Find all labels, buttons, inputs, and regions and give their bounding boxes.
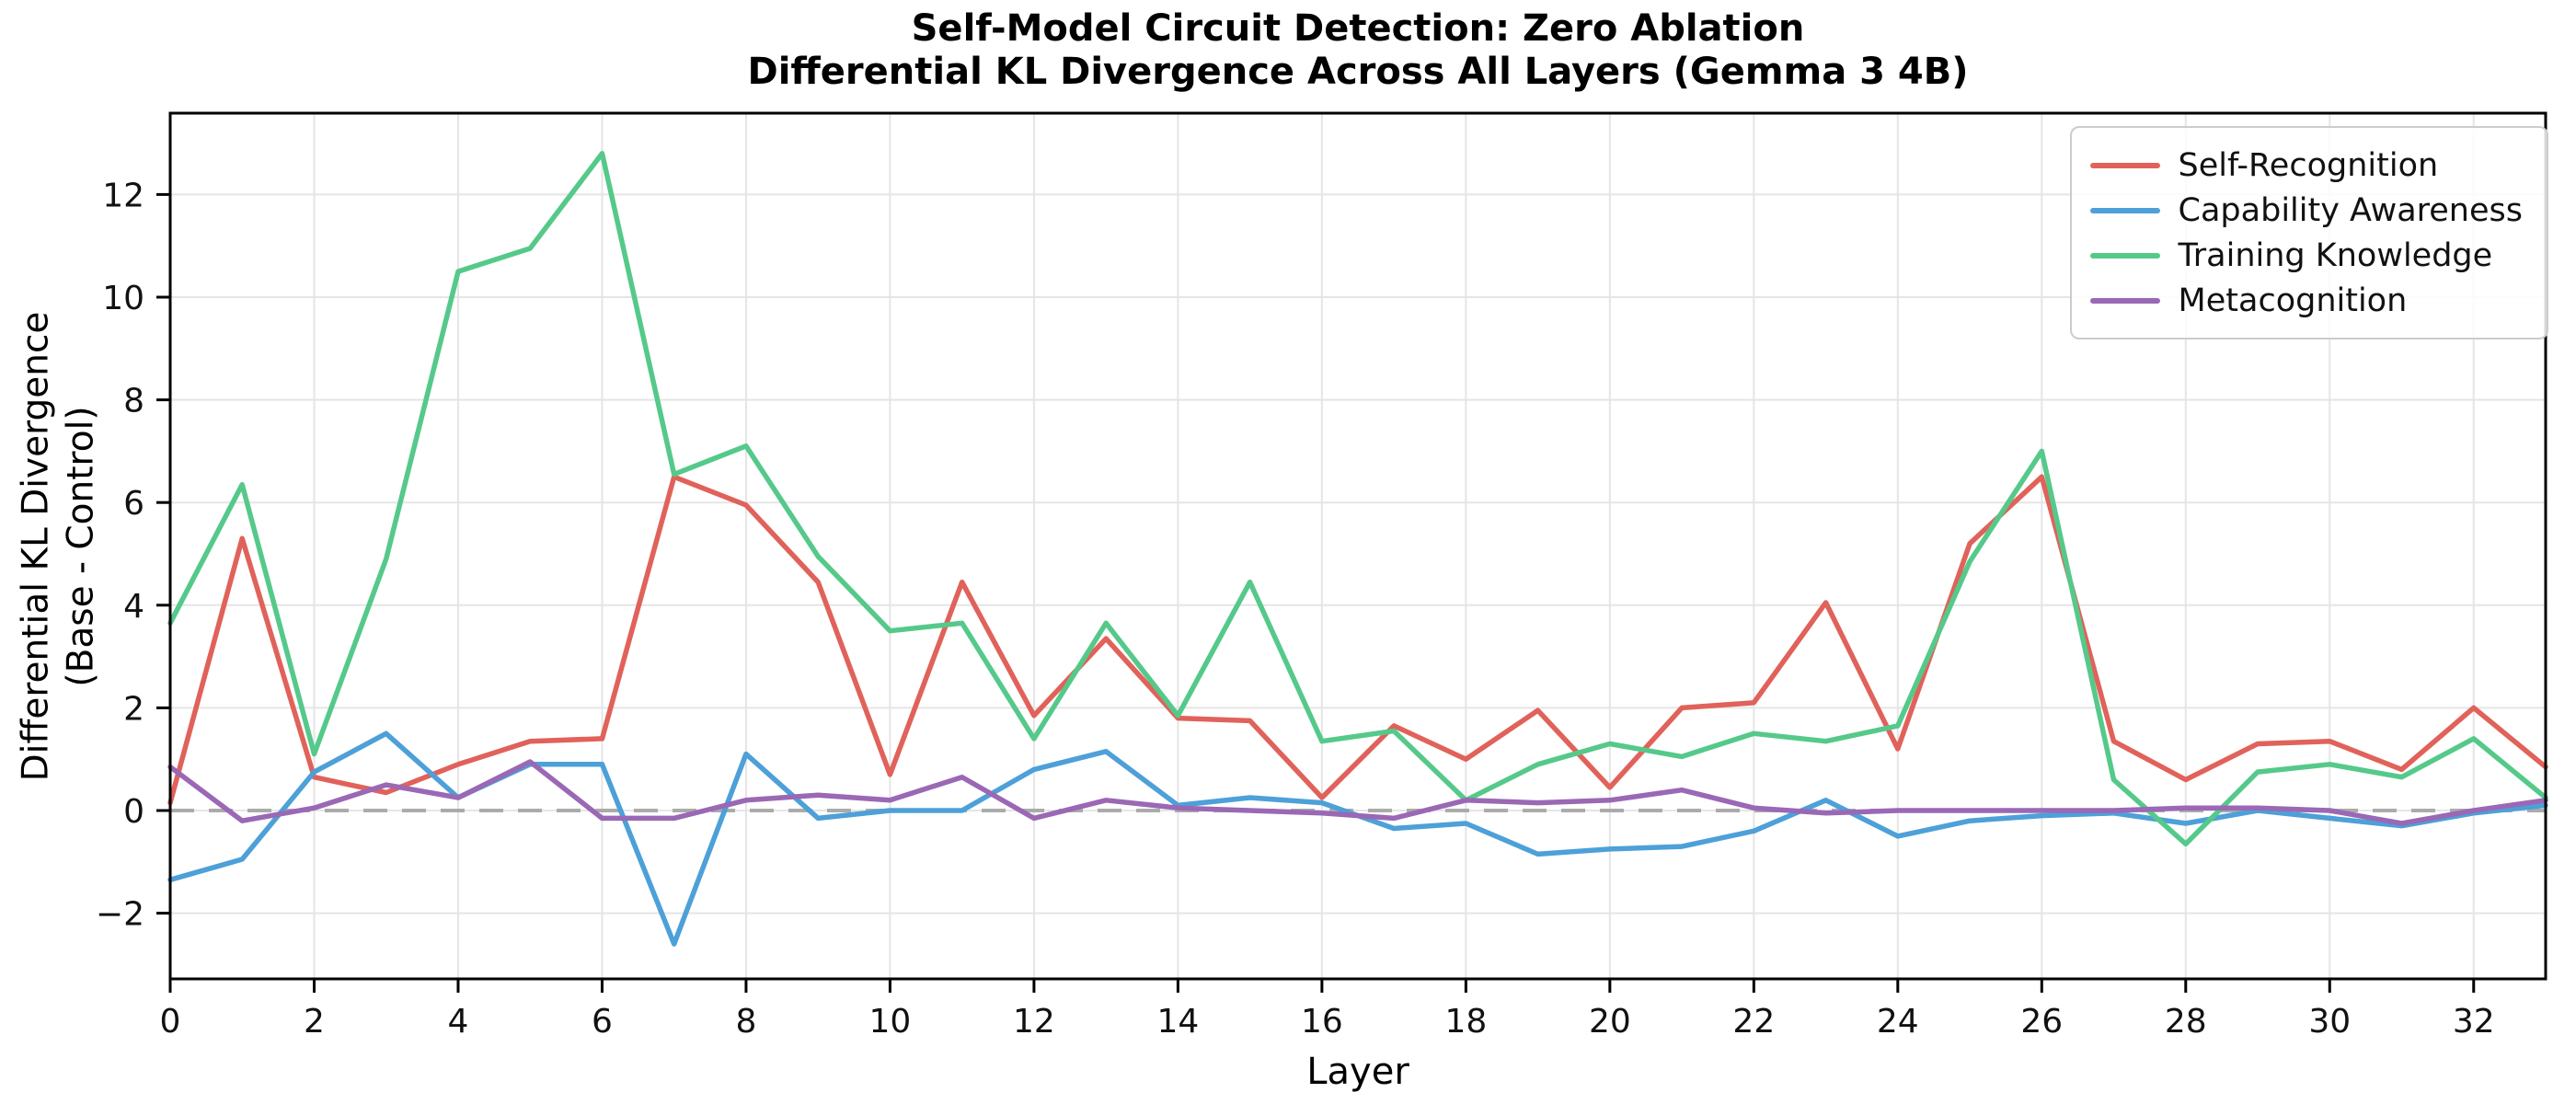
legend-item: Self-Recognition [2089,143,2523,188]
y-tick-label: 10 [102,280,144,317]
x-tick-label: 26 [2020,1003,2063,1041]
legend-swatch-icon [2089,207,2160,213]
x-tick-label: 20 [1589,1003,1631,1041]
x-tick-label: 6 [592,1003,613,1041]
legend: Self-Recognition Capability Awareness Trai… [2069,126,2548,339]
legend-label: Self-Recognition [2178,146,2439,184]
x-tick-label: 10 [869,1003,912,1041]
x-tick-label: 8 [735,1003,756,1041]
y-tick-label: −2 [96,896,144,934]
plot-border [168,111,2547,981]
y-tick-label: 0 [123,793,144,831]
y-tick-label: 6 [123,485,144,523]
chart-title-line2: Differential KL Divergence Across All La… [747,51,1969,94]
x-tick-label: 12 [1013,1003,1055,1041]
legend-swatch-icon [2089,297,2160,304]
x-tick-label: 18 [1444,1003,1487,1041]
series-line-training-knowledge [167,151,2548,847]
legend-label: Capability Awareness [2178,191,2523,229]
x-tick-label: 2 [304,1003,325,1041]
legend-label: Metacognition [2178,282,2408,319]
x-tick-label: 22 [1732,1003,1775,1041]
chart-title-line1: Self-Model Circuit Detection: Zero Ablat… [911,7,1805,50]
y-tick-label: 12 [102,177,144,214]
series-line-self-recognition [167,474,2548,806]
chart-title: Self-Model Circuit Detection: Zero Ablat… [170,7,2546,94]
legend-swatch-icon [2089,252,2160,259]
x-tick-label: 14 [1156,1003,1199,1041]
x-tick-label: 32 [2453,1003,2495,1041]
x-tick-label: 30 [2308,1003,2351,1041]
x-tick-label: 0 [160,1003,181,1041]
x-axis-label: Layer [1306,1051,1409,1093]
y-tick-label: 4 [123,588,144,626]
x-tick-label: 28 [2165,1003,2207,1041]
legend-item: Training Knowledge [2089,233,2523,278]
x-tick-label: 24 [1877,1003,1919,1041]
y-tick-label: 8 [123,383,144,420]
legend-swatch-icon [2089,162,2160,168]
legend-item: Metacognition [2089,278,2523,323]
x-tick-label: 4 [448,1003,469,1041]
series-line-metacognition [167,759,2548,826]
legend-item: Capability Awareness [2089,188,2523,233]
y-tick-label: 2 [123,690,144,728]
x-tick-label: 16 [1301,1003,1343,1041]
legend-label: Training Knowledge [2178,236,2493,274]
